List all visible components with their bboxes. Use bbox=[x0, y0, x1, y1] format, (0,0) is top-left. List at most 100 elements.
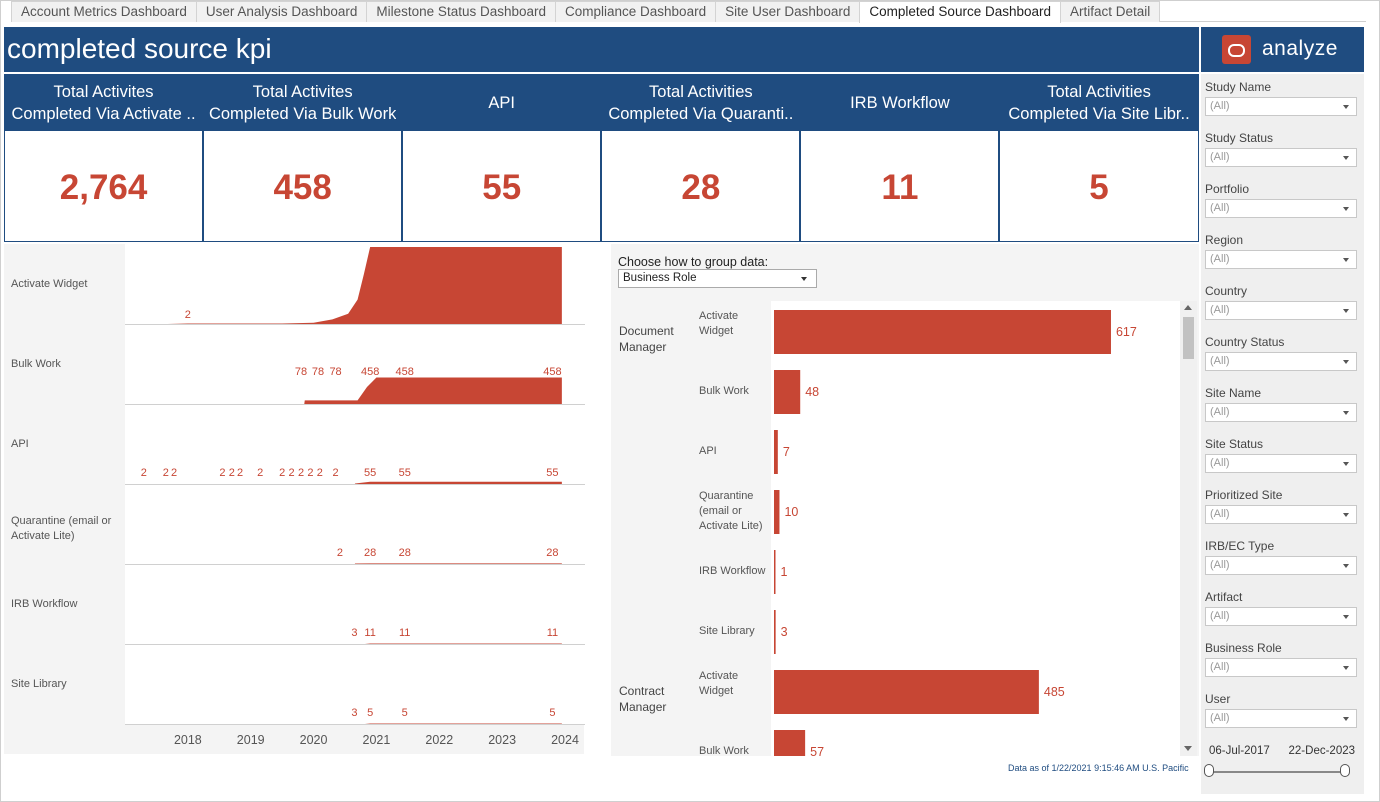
timeline-data-label: 2 bbox=[279, 467, 285, 479]
kpi-value: 458 bbox=[273, 168, 332, 207]
bar-value-label: 3 bbox=[781, 625, 788, 639]
timeline-data-label: 2 bbox=[171, 467, 177, 479]
bar bbox=[774, 730, 806, 756]
kpi-title-line1: Total Activities bbox=[1047, 83, 1151, 101]
timeline-row-label: IRB Workflow bbox=[11, 598, 78, 610]
tab-completed-source-dashboard[interactable]: Completed Source Dashboard bbox=[859, 1, 1061, 23]
bar-value-label: 1 bbox=[781, 565, 788, 579]
scroll-down-icon[interactable] bbox=[1184, 746, 1192, 751]
kpi-title-text: Total Activites Completed Via Activate .. bbox=[12, 81, 196, 125]
filter-dropdown[interactable]: (All) bbox=[1205, 199, 1357, 218]
filter-study-name: Study Name (All) bbox=[1205, 80, 1359, 116]
x-tick-label: 2021 bbox=[362, 733, 391, 747]
bar-chart-panel: Choose how to group data: Business Role … bbox=[611, 244, 1199, 756]
timeline-data-label: 55 bbox=[546, 467, 558, 479]
bar-category-column bbox=[694, 301, 771, 756]
timeline-row-divider bbox=[125, 724, 585, 725]
kpi-value: 55 bbox=[482, 168, 522, 207]
filter-label: Study Name bbox=[1205, 80, 1272, 94]
timeline-data-label: 2 bbox=[257, 467, 263, 479]
chevron-down-icon bbox=[1343, 666, 1349, 670]
chevron-down-icon bbox=[1343, 564, 1349, 568]
filter-dropdown[interactable]: (All) bbox=[1205, 250, 1357, 269]
chevron-down-icon bbox=[1343, 360, 1349, 364]
timeline-data-label: 2 bbox=[337, 547, 343, 559]
timeline-row-divider bbox=[125, 484, 585, 485]
filter-dropdown[interactable]: (All) bbox=[1205, 301, 1357, 320]
filter-study-status: Study Status (All) bbox=[1205, 131, 1359, 167]
timeline-data-label: 3 bbox=[351, 707, 357, 719]
filter-dropdown[interactable]: (All) bbox=[1205, 505, 1357, 524]
filter-dropdown[interactable]: (All) bbox=[1205, 607, 1357, 626]
filter-value: (All) bbox=[1210, 508, 1230, 520]
timeline-data-label: 5 bbox=[367, 707, 373, 719]
filter-dropdown[interactable]: (All) bbox=[1205, 148, 1357, 167]
kpi-title: IRB Workflow bbox=[801, 75, 999, 131]
timeline-data-label: 3 bbox=[351, 627, 357, 639]
vertical-scrollbar[interactable] bbox=[1180, 301, 1197, 756]
timeline-data-label: 458 bbox=[396, 366, 414, 378]
scroll-thumb[interactable] bbox=[1183, 317, 1194, 359]
chevron-down-icon bbox=[1343, 411, 1349, 415]
tab-site-user-dashboard[interactable]: Site User Dashboard bbox=[715, 1, 861, 22]
timeline-row-divider bbox=[125, 644, 585, 645]
tab-artifact-detail[interactable]: Artifact Detail bbox=[1060, 1, 1161, 22]
filter-user: User (All) bbox=[1205, 692, 1359, 728]
logo-text: analyze bbox=[1262, 37, 1338, 60]
filter-country-status: Country Status (All) bbox=[1205, 335, 1359, 371]
filter-label: Prioritized Site bbox=[1205, 488, 1283, 502]
filter-dropdown[interactable]: (All) bbox=[1205, 658, 1357, 677]
filter-site-name: Site Name (All) bbox=[1205, 386, 1359, 422]
date-slider-track[interactable] bbox=[1207, 771, 1347, 773]
tab-compliance-dashboard[interactable]: Compliance Dashboard bbox=[555, 1, 717, 22]
filter-value: (All) bbox=[1210, 661, 1230, 673]
timeline-data-label: 28 bbox=[546, 547, 558, 559]
timeline-data-label: 458 bbox=[361, 366, 379, 378]
date-slider-end-handle[interactable] bbox=[1340, 764, 1350, 777]
filter-value: (All) bbox=[1210, 457, 1230, 469]
timeline-row-label: Site Library bbox=[11, 678, 67, 690]
kpi-title-line1: Total Activites bbox=[53, 83, 154, 101]
filter-value: (All) bbox=[1210, 712, 1230, 724]
bar-category-label: Activate Widget bbox=[699, 309, 739, 337]
filter-dropdown[interactable]: (All) bbox=[1205, 556, 1357, 575]
filter-label: Region bbox=[1205, 233, 1244, 247]
scroll-up-icon[interactable] bbox=[1184, 305, 1192, 310]
bar-category-label: API bbox=[699, 444, 717, 457]
chevron-down-icon bbox=[1343, 258, 1349, 262]
tab-account-metrics-dashboard[interactable]: Account Metrics Dashboard bbox=[11, 1, 197, 22]
date-end: 22-Dec-2023 bbox=[1288, 745, 1355, 757]
kpi-title-line2: Completed Via Activate .. bbox=[11, 105, 196, 123]
kpi-title-line1: API bbox=[488, 94, 516, 112]
x-tick-label: 2019 bbox=[236, 733, 265, 747]
tab-user-analysis-dashboard[interactable]: User Analysis Dashboard bbox=[195, 1, 368, 22]
filter-prioritized-site: Prioritized Site (All) bbox=[1205, 488, 1359, 524]
filter-label: Business Role bbox=[1205, 641, 1282, 655]
date-slider-start-handle[interactable] bbox=[1204, 764, 1214, 777]
filter-dropdown[interactable]: (All) bbox=[1205, 352, 1357, 371]
filter-label: Artifact bbox=[1205, 590, 1243, 604]
kpi-title-line2: Completed Via Quaranti.. bbox=[608, 105, 794, 123]
bar bbox=[774, 550, 776, 594]
bar-category-label: Site Library bbox=[699, 624, 755, 637]
filter-dropdown[interactable]: (All) bbox=[1205, 709, 1357, 728]
filter-dropdown[interactable]: (All) bbox=[1205, 454, 1357, 473]
filter-value: (All) bbox=[1210, 151, 1230, 163]
timeline-row-label: Bulk Work bbox=[11, 358, 61, 370]
bar-value-label: 57 bbox=[810, 745, 824, 756]
filter-panel: 06-Jul-2017 22-Dec-2023 Study Name (All) S… bbox=[1201, 74, 1364, 794]
bar-value-label: 7 bbox=[783, 445, 790, 459]
chevron-down-icon bbox=[1343, 513, 1349, 517]
group-by-select[interactable]: Business Role bbox=[618, 269, 817, 288]
timeline-data-label: 28 bbox=[399, 547, 411, 559]
bar-value-label: 10 bbox=[784, 505, 798, 519]
bar bbox=[774, 490, 780, 534]
chevron-down-icon bbox=[1343, 207, 1349, 211]
filter-dropdown[interactable]: (All) bbox=[1205, 97, 1357, 116]
tab-milestone-status-dashboard[interactable]: Milestone Status Dashboard bbox=[366, 1, 556, 22]
filter-dropdown[interactable]: (All) bbox=[1205, 403, 1357, 422]
bar-category-label: IRB Workflow bbox=[699, 564, 766, 577]
bar bbox=[774, 310, 1111, 354]
